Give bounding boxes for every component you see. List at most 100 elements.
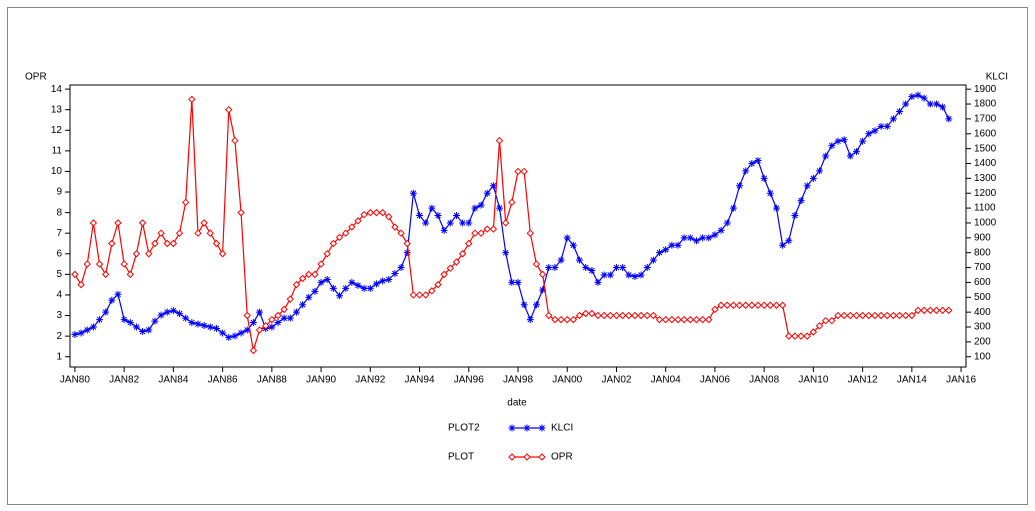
marker-star (772, 204, 780, 212)
marker-diamond (181, 198, 190, 207)
marker (643, 264, 651, 272)
marker-star (600, 271, 608, 279)
marker-diamond (908, 311, 916, 320)
marker (274, 319, 282, 327)
marker-diamond (821, 316, 830, 325)
marker-diamond (920, 306, 928, 315)
y-tick-label: 9 (56, 187, 62, 198)
marker-star (231, 332, 239, 340)
marker-star (329, 284, 337, 292)
marker-diamond (538, 453, 546, 461)
marker-diamond (625, 311, 633, 320)
marker-diamond (723, 301, 731, 309)
marker-diamond (298, 274, 307, 283)
marker-diamond (692, 315, 701, 324)
marker (779, 241, 787, 249)
marker-diamond (686, 315, 695, 324)
marker (523, 424, 531, 432)
y-tick-label: 7 (56, 228, 62, 239)
marker (194, 320, 202, 328)
marker (354, 281, 362, 289)
marker-star (157, 311, 165, 319)
marker-diamond (526, 229, 535, 237)
marker (631, 311, 639, 320)
marker (508, 424, 516, 432)
y-tick-label: 12 (51, 125, 63, 136)
marker (717, 301, 725, 309)
marker-diamond (569, 315, 578, 324)
marker-diamond (89, 219, 98, 227)
marker (692, 315, 701, 324)
legend-label: KLCI (551, 423, 573, 434)
y2-tick-label: 500 (974, 292, 991, 303)
marker-diamond (760, 301, 768, 309)
marker (391, 269, 399, 277)
marker (378, 208, 387, 217)
marker (268, 315, 276, 324)
marker (317, 278, 325, 286)
marker-diamond (434, 280, 442, 289)
marker-star (366, 284, 374, 292)
x-tick-label: JAN80 (60, 375, 90, 386)
marker-star (551, 264, 559, 272)
marker-diamond (945, 306, 953, 315)
y2-tick-label: 1000 (974, 218, 997, 229)
marker-diamond (77, 280, 85, 289)
y-tick-label: 2 (56, 331, 62, 342)
marker-diamond (348, 223, 356, 231)
marker (748, 159, 756, 167)
marker (157, 229, 165, 237)
marker-diamond (218, 250, 227, 258)
marker (477, 229, 485, 237)
marker-diamond (501, 219, 510, 227)
marker-diamond (508, 198, 516, 207)
marker (532, 260, 541, 268)
marker (840, 311, 848, 320)
y-axis-label: OPR (25, 72, 47, 83)
marker (705, 315, 713, 324)
marker (661, 315, 670, 324)
marker (551, 264, 559, 272)
marker-diamond (335, 233, 344, 242)
marker-diamond (834, 311, 842, 320)
marker (791, 332, 799, 340)
marker (348, 278, 356, 286)
marker-star (785, 237, 793, 245)
marker-star (699, 234, 707, 242)
marker-diamond (735, 301, 744, 309)
marker (101, 270, 110, 279)
marker-diamond (815, 322, 824, 330)
marker (206, 229, 215, 237)
marker-star (889, 115, 897, 123)
marker (766, 189, 774, 197)
marker-star (194, 320, 202, 328)
marker (163, 239, 171, 248)
marker-diamond (889, 311, 898, 320)
marker-star (532, 301, 540, 309)
marker-diamond (126, 270, 135, 279)
marker (785, 332, 793, 340)
marker (305, 293, 313, 301)
marker-star (692, 237, 700, 245)
marker-diamond (809, 328, 818, 336)
marker-star (729, 204, 737, 212)
marker (329, 239, 338, 248)
marker (938, 306, 947, 315)
marker (237, 208, 245, 217)
y-tick-label: 8 (56, 207, 62, 218)
marker-star (859, 137, 867, 145)
marker-star (268, 323, 276, 331)
marker-diamond (545, 311, 553, 320)
marker (218, 250, 227, 258)
marker-diamond (532, 260, 541, 268)
marker-diamond (846, 311, 855, 320)
marker (342, 284, 350, 292)
marker-diamond (741, 301, 750, 309)
marker (489, 225, 498, 233)
x-tick-label: JAN84 (158, 375, 188, 386)
marker-diamond (772, 301, 781, 309)
marker-diamond (538, 270, 547, 279)
marker (354, 217, 362, 225)
marker-star (77, 329, 85, 337)
marker (846, 311, 855, 320)
